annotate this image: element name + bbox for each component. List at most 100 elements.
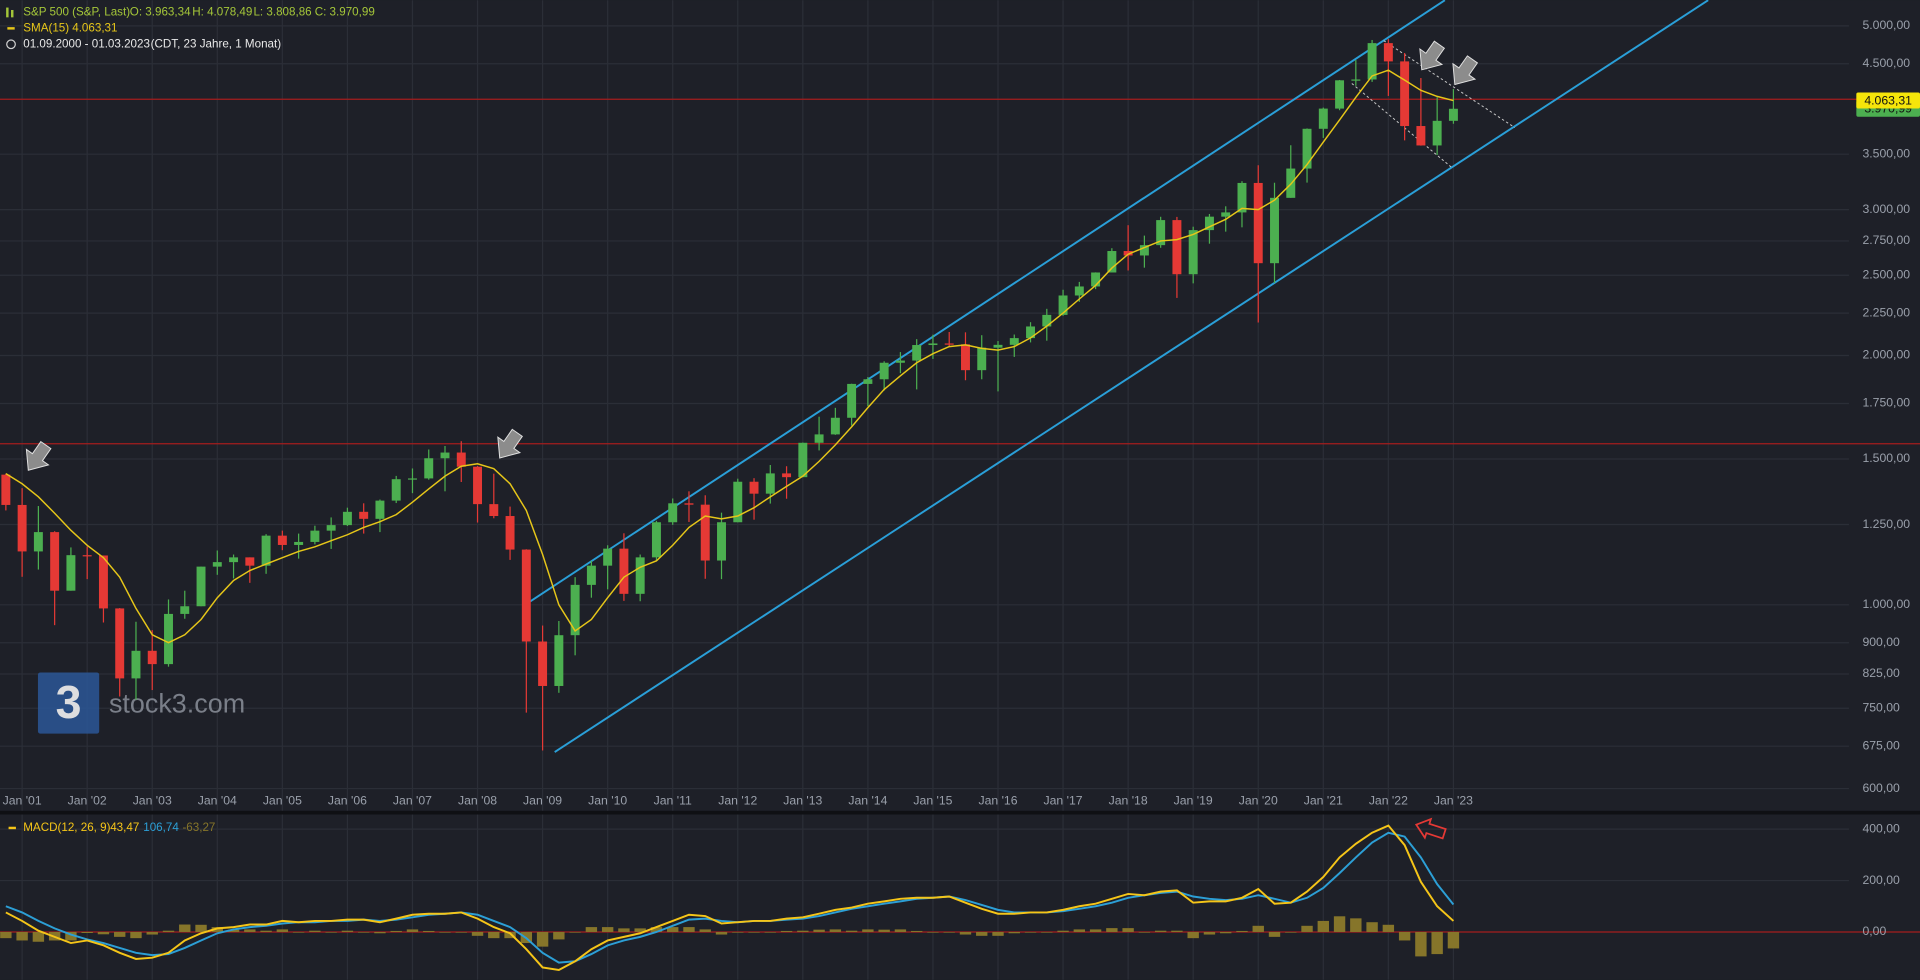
candle-layer [0,39,1460,957]
y-tick-label: 750,00 [1862,701,1900,715]
candle-body [863,379,873,384]
histogram-bar [1415,931,1427,957]
ohlc-label: C: 3.970,99 [315,6,375,19]
histogram-bar [276,929,289,932]
y-tick-label: 1.750,00 [1862,396,1910,410]
candle-body [1204,216,1214,231]
x-tick-label: Jan '14 [848,793,887,807]
y-tick-label: 675,00 [1862,738,1900,752]
histogram-bar [195,924,207,932]
histogram-bar [1285,931,1297,933]
histogram-bar [162,930,175,932]
histogram-bar [0,931,12,939]
histogram-bar [634,928,646,932]
x-tick-label: Jan '15 [913,793,952,807]
candle-body [326,525,336,531]
histogram-bar [455,931,467,933]
arrow [25,440,52,471]
histogram-bar [797,930,809,932]
x-tick-label: Jan '11 [654,793,692,807]
candle-body [749,481,759,494]
candle-body [765,473,775,494]
histogram-bar [618,928,630,932]
candle-body [440,452,450,459]
y-tick-label: 2.500,00 [1862,267,1910,281]
icon-part [11,10,14,18]
y-tick-label: 1.500,00 [1862,451,1910,465]
histogram-bar [764,931,776,933]
candle-body [115,608,125,679]
candle-body [782,473,792,478]
candle-body [180,606,190,614]
y-tick-label: 4.500,00 [1862,56,1910,70]
candle-body [928,343,938,346]
candle-body [391,479,401,501]
ohlc-label: L: 3.808,86 [253,6,311,19]
candle-body [603,548,613,566]
candle-body [66,555,76,591]
histogram-bar [1350,918,1362,932]
histogram-bar [927,931,939,933]
candle-body [1367,43,1377,80]
histogram-bar [748,931,760,933]
candle-body [1058,295,1068,315]
candle-body [1383,43,1393,62]
candle-body [1253,182,1263,264]
candle-body [668,503,678,523]
histogram-bar [423,930,435,932]
histogram-bar [1333,916,1346,932]
histogram-bar [179,924,191,932]
logo-box [37,672,100,734]
histogram-bar [390,930,402,932]
legend-value: 4.063,31 [72,21,117,34]
candle-body [1448,108,1458,121]
candle-body [473,466,483,505]
arrows [25,40,1479,471]
histogram-bar [357,931,370,933]
candle-body [1318,108,1328,129]
candle-body [993,344,1003,348]
histogram-bar [1057,930,1069,932]
candle-body [521,549,531,642]
legend-name: MACD(12, 26, 9) [23,821,110,834]
histogram-bar [309,930,321,932]
histogram-bar [374,931,386,934]
candle-body [1237,182,1247,213]
clock-icon [6,39,16,50]
signal-line [5,831,1455,964]
y-tick-label: 3.000,00 [1862,202,1910,216]
histogram-bar [1268,931,1281,937]
channel-upper [529,0,1446,603]
y-tick-label: 2.250,00 [1862,305,1910,319]
histogram-bar [601,927,614,932]
x-tick-label: Jan '08 [458,793,497,807]
candle-body [830,417,840,435]
histogram-bar [1024,931,1037,933]
histogram-bar [81,931,93,934]
x-tick-label: Jan '09 [523,793,562,807]
candle-body [717,522,726,561]
candle-body [98,555,108,609]
x-tick-label: Jan '01 [3,793,42,807]
candle-body [1009,338,1019,345]
histogram-bar [553,931,565,940]
legend-value: 106,74 [143,821,179,834]
candle-body [635,557,645,594]
candle-body [684,503,694,505]
histogram-bar [1171,930,1183,932]
histogram-bar [244,929,256,932]
candle-body [651,522,661,558]
ohlc-label: O: 3.963,34 [130,6,191,19]
price-tag-label: 4.063,31 [1864,93,1912,107]
candle-body [1432,120,1442,146]
histogram-bar [292,931,305,933]
histogram-bar [146,931,158,935]
candle-body [212,562,222,567]
watermark-text: stock3.com [109,689,245,719]
candle-body [229,557,239,563]
histogram-bar [32,931,45,942]
logo-text: 3 [56,676,82,728]
chart-icon [6,7,14,18]
histogram-bar [1073,929,1086,932]
y-tick-label: 2.750,00 [1862,233,1910,247]
